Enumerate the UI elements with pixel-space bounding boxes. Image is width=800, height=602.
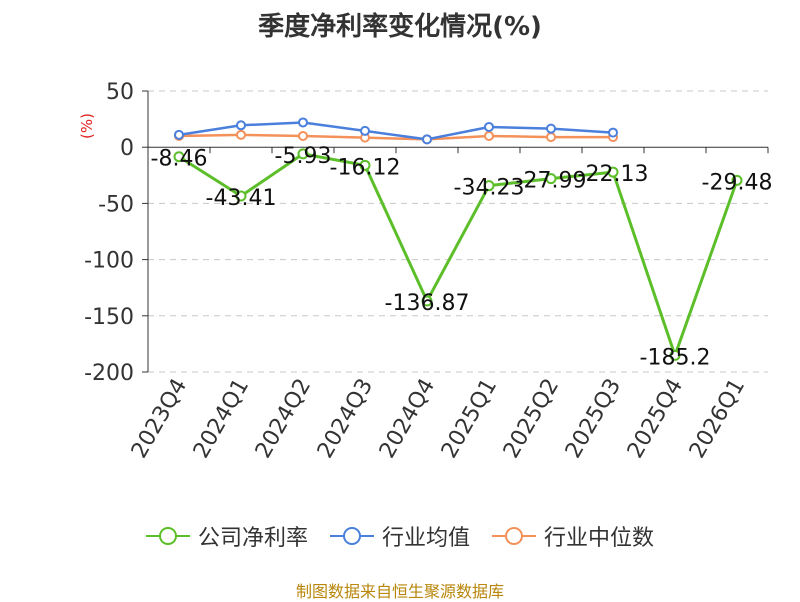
legend-line-marker-icon xyxy=(492,527,536,545)
y-tick-label: -50 xyxy=(98,192,134,217)
x-tick-label: 2025Q4 xyxy=(623,375,688,463)
x-tick-label: 2025Q1 xyxy=(437,375,502,463)
data-label: -8.46 xyxy=(151,147,208,172)
data-point xyxy=(359,159,371,171)
y-axis-label: (%) xyxy=(78,113,96,139)
data-point xyxy=(360,125,370,136)
data-point xyxy=(546,132,556,143)
data-point xyxy=(731,174,743,186)
x-tick-label: 2025Q3 xyxy=(561,375,626,463)
data-point xyxy=(484,121,494,132)
data-point xyxy=(484,130,494,141)
legend-item-industry-mean[interactable]: 行业均值 xyxy=(329,520,470,552)
data-point xyxy=(546,123,556,134)
data-point xyxy=(236,129,246,140)
data-point xyxy=(669,349,681,361)
data-point xyxy=(422,134,432,145)
legend-label: 公司净利率 xyxy=(197,526,308,551)
legend-label: 行业均值 xyxy=(381,526,470,551)
data-point xyxy=(173,151,185,163)
data-point xyxy=(421,295,433,307)
x-tick-label: 2024Q3 xyxy=(313,375,378,463)
data-label: -185.2 xyxy=(640,345,711,370)
legend-label: 行业中位数 xyxy=(544,526,655,551)
data-label: -5.93 xyxy=(275,144,332,169)
x-tick-label: 2025Q2 xyxy=(499,375,564,463)
data-point xyxy=(297,148,309,160)
x-tick-label: 2024Q1 xyxy=(189,375,254,463)
y-tick-label: -200 xyxy=(84,361,134,386)
data-point xyxy=(298,117,308,128)
data-label: -34.23 xyxy=(454,176,525,201)
data-label: -16.12 xyxy=(330,155,401,180)
chart-title: 季度净利率变化情况(%) xyxy=(258,12,542,42)
chart-legend: 公司净利率 行业均值 行业中位数 xyxy=(0,520,800,552)
data-point xyxy=(545,173,557,185)
data-point xyxy=(607,166,619,178)
data-label: -136.87 xyxy=(385,291,470,316)
legend-line-marker-icon xyxy=(145,527,190,545)
data-label: -27.99 xyxy=(516,169,587,194)
x-tick-label: 2024Q4 xyxy=(375,375,440,463)
data-point xyxy=(235,190,247,202)
y-tick-label: -100 xyxy=(84,249,134,274)
x-tick-label: 2023Q4 xyxy=(127,375,192,463)
data-label: -29.48 xyxy=(702,170,773,195)
legend-item-company-net-margin[interactable]: 公司净利率 xyxy=(145,520,308,552)
data-point xyxy=(483,180,495,192)
data-label: -43.41 xyxy=(206,186,277,211)
x-tick-label: 2024Q2 xyxy=(251,375,316,463)
data-point xyxy=(236,120,246,131)
y-tick-label: 0 xyxy=(120,136,134,161)
series-line xyxy=(178,121,614,141)
data-point xyxy=(174,129,184,140)
legend-item-industry-median[interactable]: 行业中位数 xyxy=(492,520,654,552)
series-line xyxy=(178,152,739,357)
data-source-note: 制图数据来自恒生聚源数据库 xyxy=(295,582,504,601)
x-tick-label: 2026Q1 xyxy=(685,375,750,463)
legend-line-marker-icon xyxy=(329,527,374,545)
series-line xyxy=(178,133,613,141)
data-point xyxy=(298,130,308,141)
y-tick-label: 50 xyxy=(106,80,134,105)
data-point xyxy=(608,127,618,138)
y-tick-label: -150 xyxy=(84,305,134,330)
data-label: -22.13 xyxy=(578,162,649,187)
